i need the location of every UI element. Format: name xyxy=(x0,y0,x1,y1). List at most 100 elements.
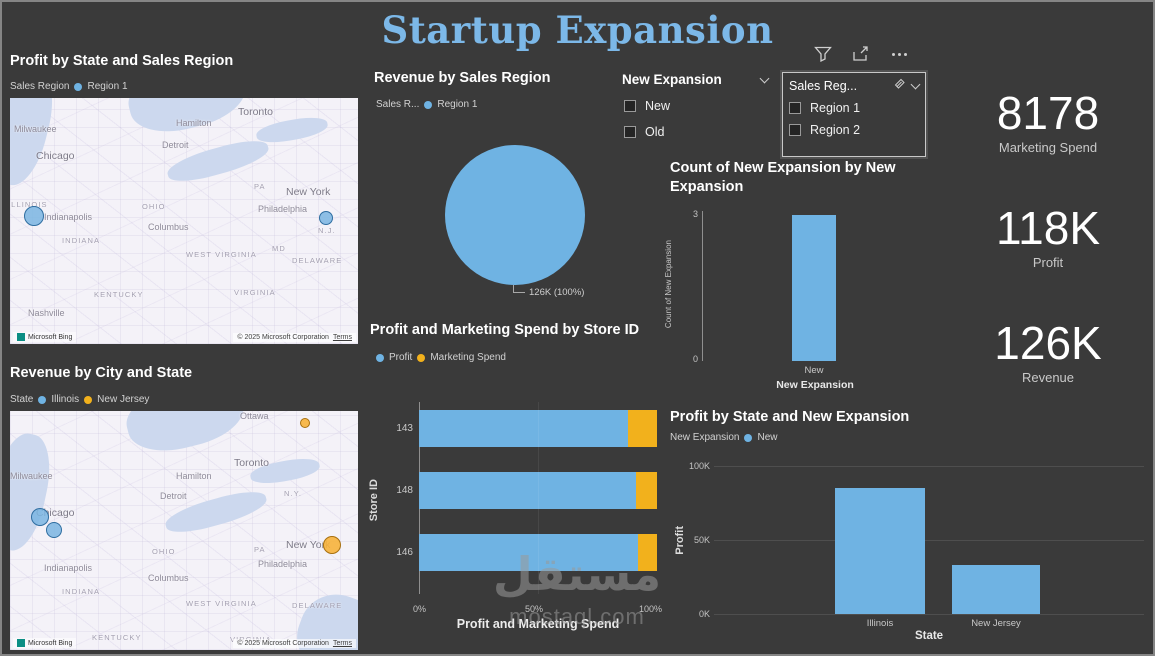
pstate-x-axis-title: State xyxy=(914,630,944,642)
profit-segment[interactable] xyxy=(419,472,636,509)
slicer-item-region2[interactable]: Region 2 xyxy=(783,119,925,141)
y-tick: 100K xyxy=(688,461,710,471)
stacked-bar[interactable] xyxy=(419,472,657,509)
pie-callout-line xyxy=(513,285,525,293)
legend-profit-map: Sales Region Region 1 xyxy=(10,81,128,92)
map-attribution: © 2025 Microsoft Corporation Terms xyxy=(233,639,356,648)
visual-title-count: Count of New Expansion by New Expansion xyxy=(670,160,896,195)
marketing-segment[interactable] xyxy=(635,472,657,509)
map-profit-by-state[interactable]: Milwaukee Hamilton Toronto Chicago Detroit Ne… xyxy=(10,98,358,344)
report-toolbar xyxy=(812,44,910,64)
pie-slice-region1[interactable] xyxy=(445,145,585,285)
legend-item-region1: Region 1 xyxy=(87,81,128,92)
sales-region-slicer[interactable]: Sales Reg... Region 1 Region 2 xyxy=(782,72,926,157)
map-bubble-orange[interactable] xyxy=(323,536,341,554)
map-bubble-blue[interactable] xyxy=(24,206,44,226)
count-bar[interactable] xyxy=(792,215,836,361)
checkbox-new[interactable] xyxy=(624,100,636,112)
gridline xyxy=(714,614,1144,615)
filter-icon[interactable] xyxy=(812,44,834,64)
stacked-bar-row: 146 xyxy=(396,534,657,571)
visual-title-revenue-map: Revenue by City and State xyxy=(10,365,193,381)
map-attribution: © 2025 Microsoft Corporation Terms xyxy=(233,333,356,342)
chevron-down-icon[interactable] xyxy=(910,79,921,90)
pie-data-label: 126K (100%) xyxy=(529,287,585,298)
option-new[interactable]: New xyxy=(624,99,670,113)
legend-stacked: Profit Marketing Spend xyxy=(376,352,506,363)
state-bar[interactable] xyxy=(952,565,1040,614)
legend-dot-marketing xyxy=(417,353,426,362)
map-label: WEST VIRGINIA xyxy=(186,599,257,608)
legend-item-profit: Profit xyxy=(389,352,413,363)
new-expansion-dropdown[interactable]: New Expansion xyxy=(622,72,770,87)
gridline xyxy=(714,540,1144,541)
x-tick: 50% xyxy=(525,604,544,614)
stacked-bar[interactable] xyxy=(419,410,657,447)
bing-icon xyxy=(17,333,25,341)
visual-title-pie: Revenue by Sales Region xyxy=(374,70,551,86)
legend-title: Sales R... xyxy=(376,99,420,110)
option-new-label: New xyxy=(645,99,671,113)
store-id-label: 148 xyxy=(396,485,413,496)
map-bubble-blue[interactable] xyxy=(46,522,62,538)
checkbox-region1[interactable] xyxy=(789,102,801,114)
profit-segment[interactable] xyxy=(419,410,629,447)
map-label: WEST VIRGINIA xyxy=(186,250,257,259)
y-tick: 50K xyxy=(693,535,710,545)
map-label: New York xyxy=(286,539,331,551)
bing-logo: Microsoft Bing xyxy=(13,638,77,648)
map-bubble-blue[interactable] xyxy=(31,508,49,526)
store-id-label: 146 xyxy=(396,547,413,558)
visual-title-profit-state: Profit by State and New Expansion xyxy=(670,409,910,425)
stacked-bar-row: 148 xyxy=(396,472,657,509)
map-label: OHIO xyxy=(142,202,166,211)
map-label: Ottawa xyxy=(240,411,269,421)
map-labels-layer: Milwaukee Hamilton Toronto Chicago Detroit Ne… xyxy=(10,98,358,344)
map-revenue-by-city[interactable]: Ottawa Milwaukee Toronto Hamilton Detroit Chi… xyxy=(10,411,358,650)
clear-selections-icon[interactable] xyxy=(894,77,906,95)
terms-link[interactable]: Terms xyxy=(332,334,352,341)
more-options-icon[interactable] xyxy=(888,44,910,64)
map-label: Columbus xyxy=(148,222,189,232)
map-label: Milwaukee xyxy=(10,471,53,481)
bing-label: Microsoft Bing xyxy=(28,639,73,647)
marketing-segment[interactable] xyxy=(637,534,657,571)
kpi-value: 118K xyxy=(995,202,1101,254)
map-label: Toronto xyxy=(234,457,270,469)
bing-logo: Microsoft Bing xyxy=(13,332,77,342)
map-label: OHIO xyxy=(152,547,176,556)
pstate-chart-plot: 100K 50K 0K Illinois New Jersey xyxy=(689,461,1144,629)
map-label: VIRGINIA xyxy=(234,288,276,297)
map-label: INDIANA xyxy=(62,587,101,596)
state-bar[interactable] xyxy=(835,488,925,614)
focus-mode-icon[interactable] xyxy=(850,44,872,64)
terms-link[interactable]: Terms xyxy=(332,640,352,647)
legend-item-region1: Region 1 xyxy=(437,99,478,110)
map-label: DELAWARE xyxy=(292,601,343,610)
slicer-header[interactable]: Sales Reg... xyxy=(783,73,925,97)
checkbox-region2[interactable] xyxy=(789,124,801,136)
stacked-bar[interactable] xyxy=(419,534,657,571)
map-bubble-blue[interactable] xyxy=(319,211,333,225)
legend-item-illinois: Illinois xyxy=(51,394,80,405)
map-label: KENTUCKY xyxy=(94,290,144,299)
checkbox-old[interactable] xyxy=(624,126,636,138)
copyright-text: © 2025 Microsoft Corporation xyxy=(237,334,329,341)
gridline xyxy=(714,466,1144,467)
profit-segment[interactable] xyxy=(419,534,638,571)
stacked-y-axis-title: Store ID xyxy=(368,478,380,522)
legend-dot-illinois xyxy=(38,395,47,404)
legend-dot-new-jersey xyxy=(84,395,93,404)
legend-revenue-map: State Illinois New Jersey xyxy=(10,394,149,405)
legend-dot-region1 xyxy=(74,82,83,91)
legend-item-marketing: Marketing Spend xyxy=(430,352,506,363)
marketing-segment[interactable] xyxy=(628,410,657,447)
map-label: PA xyxy=(254,182,266,191)
bing-label: Microsoft Bing xyxy=(28,333,73,341)
map-label: Nashville xyxy=(28,308,65,318)
map-bubble-orange[interactable] xyxy=(300,418,310,428)
option-old[interactable]: Old xyxy=(624,125,664,139)
slicer-item-region1[interactable]: Region 1 xyxy=(783,97,925,119)
legend-pie: Sales R... Region 1 xyxy=(376,99,477,110)
